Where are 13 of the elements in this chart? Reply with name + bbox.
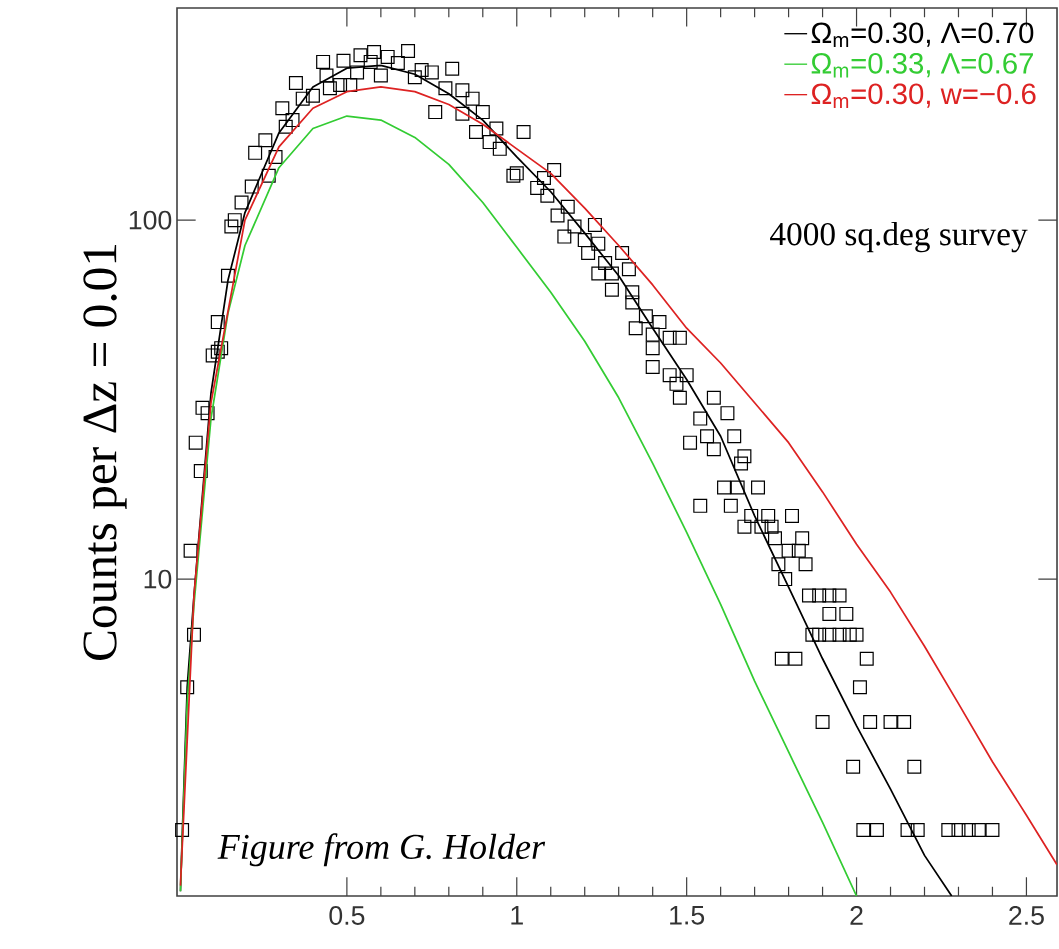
annotation: Figure from G. Holder [217, 833, 546, 867]
legend-label: Ω$_{m}$=0.30, w=−0.6 [811, 83, 1036, 109]
annotation: 4000 sq.deg survey [770, 221, 1028, 253]
legend-label: Ω$_{m}$=0.33, Λ=0.67 [811, 52, 1033, 78]
x-tick-label: 1.5 [670, 906, 705, 925]
x-tick-label: 2.5 [1009, 906, 1044, 925]
x-tick-label: 0.5 [329, 906, 365, 925]
y-axis-title: Counts per Δz = 0.01 [83, 244, 127, 660]
legend-label: Ω$_{m}$=0.30, Λ=0.70 [811, 22, 1034, 48]
x-tick-label: 1 [511, 906, 523, 925]
y-tick-label: 100 [129, 210, 172, 230]
x-tick-label: 2 [850, 906, 863, 925]
y-tick-label: 10 [144, 569, 172, 589]
